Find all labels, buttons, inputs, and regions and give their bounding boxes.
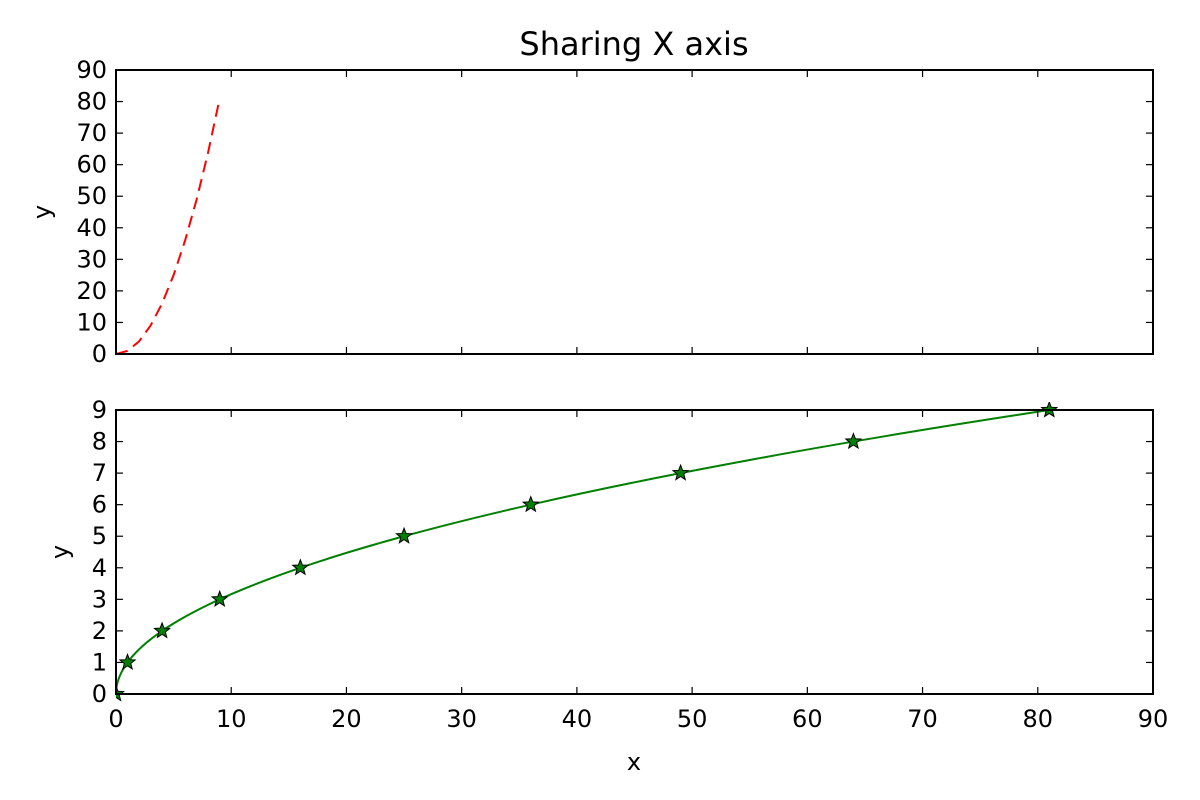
x-tick-label: 70 [907, 705, 938, 733]
bottom-series-line [116, 409, 1050, 695]
bottom-y-tick-label: 2 [92, 617, 107, 645]
top-y-tick-label: 50 [76, 182, 107, 210]
bottom-y-tick-label: 8 [92, 428, 107, 456]
top-y-tick-label: 0 [92, 340, 107, 368]
bottom-y-tick-label: 0 [92, 680, 107, 708]
x-axis-label: x [627, 748, 641, 776]
bottom-data-point [210, 589, 229, 607]
bottom-data-point [291, 558, 310, 576]
bottom-y-tick-label: 7 [92, 459, 107, 487]
bottom-y-tick-label: 6 [92, 491, 107, 519]
bottom-y-axis-label: y [46, 545, 74, 559]
top-y-tick-label: 60 [76, 151, 107, 179]
top-y-tick-label: 80 [76, 88, 107, 116]
x-tick-label: 90 [1138, 705, 1169, 733]
x-tick-label: 10 [216, 705, 247, 733]
bottom-data-point [118, 653, 137, 671]
x-tick-label: 20 [331, 705, 362, 733]
top-y-tick-label: 90 [76, 56, 107, 84]
top-y-tick-label: 20 [76, 277, 107, 305]
chart-title: Sharing X axis [519, 25, 748, 63]
bottom-y-tick-label: 5 [92, 522, 107, 550]
x-tick-label: 50 [677, 705, 708, 733]
bottom-y-tick-label: 1 [92, 648, 107, 676]
bottom-y-tick-label: 9 [92, 396, 107, 424]
bottom-data-point [153, 621, 172, 639]
top-series-line [116, 98, 221, 355]
top-axes-frame [115, 69, 1154, 355]
bottom-data-point [671, 463, 690, 481]
bottom-y-tick-label: 4 [92, 554, 107, 582]
bottom-data-point [395, 526, 413, 544]
top-y-tick-label: 30 [76, 245, 107, 273]
top-y-tick-label: 40 [76, 214, 107, 242]
top-y-tick-label: 70 [76, 119, 107, 147]
top-y-tick-label: 10 [76, 308, 107, 336]
bottom-data-point [844, 432, 863, 450]
x-tick-label: 0 [108, 705, 123, 733]
top-y-axis-label: y [28, 205, 56, 219]
bottom-y-tick-label: 3 [92, 585, 107, 613]
x-tick-label: 80 [1023, 705, 1054, 733]
x-tick-label: 30 [446, 705, 477, 733]
bottom-panel: 0 10 20 30 40 50 60 70 80 90 0 1 2 3 4 5 6 7 8 9 y [46, 396, 1168, 733]
top-panel: 0 10 20 30 40 50 60 70 80 90 y [28, 56, 1154, 368]
bottom-axes-frame [115, 409, 1154, 695]
bottom-data-point [521, 495, 540, 513]
x-tick-label: 60 [792, 705, 823, 733]
x-tick-label: 40 [562, 705, 593, 733]
